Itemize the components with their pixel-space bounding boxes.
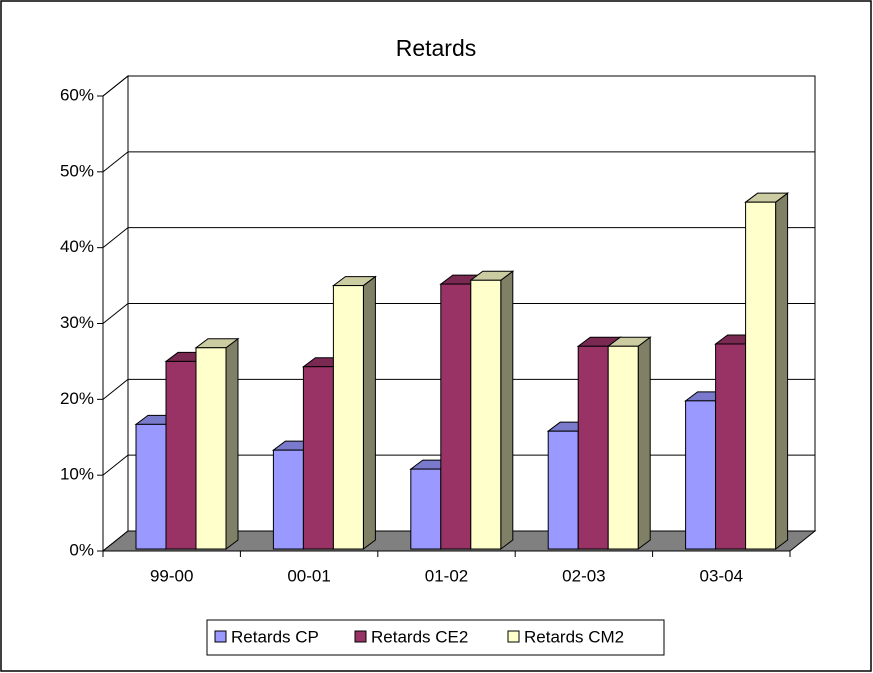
x-tick-label: 99-00 xyxy=(150,566,193,585)
bar-front xyxy=(195,347,227,550)
bar-front xyxy=(715,343,747,550)
bar-side xyxy=(362,275,376,550)
bar-side xyxy=(775,192,789,550)
bar-front xyxy=(272,449,304,550)
x-tick-label: 00-01 xyxy=(287,566,330,585)
bar xyxy=(331,275,377,550)
grid-line xyxy=(102,75,815,97)
x-tick-label: 03-04 xyxy=(700,566,743,585)
grid-line xyxy=(102,151,815,173)
bar xyxy=(606,336,652,550)
bar-front xyxy=(165,360,197,550)
bar xyxy=(469,270,515,550)
bar-front xyxy=(607,345,639,550)
bar-front xyxy=(745,201,777,550)
y-tick-label: 20% xyxy=(60,389,94,408)
bar-side xyxy=(225,337,239,550)
bar-front xyxy=(440,283,472,550)
y-tick-label: 0% xyxy=(69,540,94,559)
bar-front xyxy=(470,279,502,550)
bar-front xyxy=(685,400,717,550)
y-tick-label: 60% xyxy=(60,85,94,104)
bar xyxy=(744,192,790,550)
bar-front xyxy=(547,430,579,550)
bar-front xyxy=(302,366,334,550)
bar-side xyxy=(500,270,514,550)
legend-swatch xyxy=(214,630,227,643)
legend-box xyxy=(206,619,665,656)
chart-title: Retards xyxy=(396,35,477,61)
legend-swatch xyxy=(507,630,520,643)
grid-line xyxy=(102,303,815,324)
bar-front xyxy=(332,285,364,550)
bar-front xyxy=(410,468,442,550)
bar-front xyxy=(135,423,167,550)
bar-side xyxy=(637,336,651,550)
bar-front xyxy=(577,345,609,550)
x-tick-label: 01-02 xyxy=(425,566,468,585)
y-tick-label: 30% xyxy=(60,313,94,332)
y-tick-label: 10% xyxy=(60,465,94,484)
legend-label: Retards CE2 xyxy=(371,627,468,646)
y-tick-label: 40% xyxy=(60,237,94,256)
y-tick-label: 50% xyxy=(60,161,94,180)
grid-line xyxy=(102,227,815,249)
legend-swatch xyxy=(354,630,367,643)
legend-label: Retards CP xyxy=(231,627,319,646)
legend-label: Retards CM2 xyxy=(524,627,624,646)
x-tick-label: 02-03 xyxy=(562,566,605,585)
bar xyxy=(194,337,240,550)
